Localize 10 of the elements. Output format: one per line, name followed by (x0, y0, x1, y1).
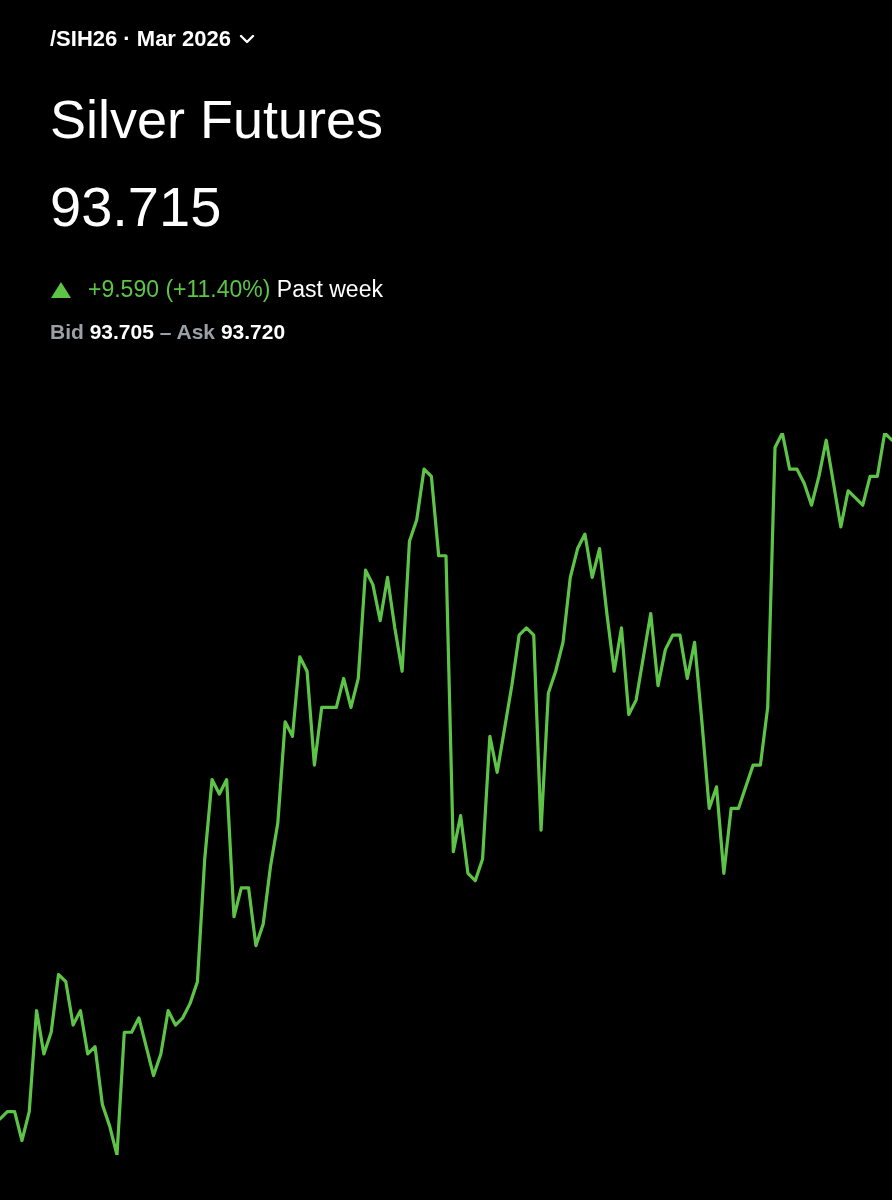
chart-subtitle: 93.715 (50, 174, 222, 239)
text: – (159, 320, 172, 343)
text: Past week (276, 276, 383, 303)
text: +9.590 (+11.40%) (88, 276, 271, 303)
text: /SIH26 · Mar 2026 (50, 26, 231, 52)
text: Ask (176, 320, 216, 343)
text: 93.705 (89, 320, 154, 343)
text: 93.720 (220, 320, 286, 343)
text: Bid (50, 320, 84, 343)
chart-title: Silver Futures (50, 88, 384, 150)
